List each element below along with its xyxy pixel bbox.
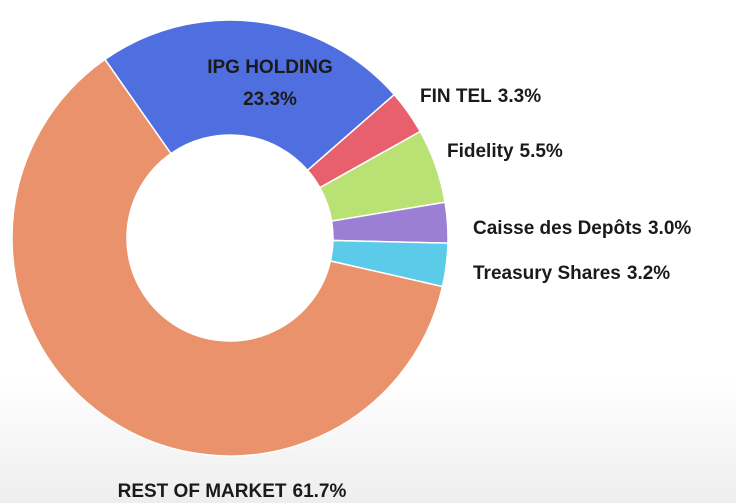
label-name: Treasury Shares [473, 263, 621, 284]
donut-slice [11, 58, 444, 457]
data-label: REST OF MARKET 61.7% [118, 481, 347, 502]
label-name: Fidelity [447, 141, 514, 162]
data-label: IPG HOLDING 23.3% [207, 57, 333, 110]
data-label: Caisse des Depôts 3.0% [473, 218, 691, 239]
data-label: Fidelity 5.5% [447, 141, 563, 162]
label-value: 5.5% [520, 141, 563, 162]
label-name: Caisse des Depôts [473, 218, 642, 239]
label-value: 61.7% [293, 481, 347, 502]
label-name: IPG HOLDING [207, 57, 333, 78]
data-label: Treasury Shares 3.2% [473, 263, 670, 284]
label-value: 23.3% [243, 89, 297, 110]
label-value: 3.2% [627, 263, 670, 284]
label-value: 3.3% [498, 86, 541, 107]
label-name: FIN TEL [420, 86, 492, 107]
donut-slice [103, 19, 396, 172]
label-value: 3.0% [648, 218, 691, 239]
data-label: FIN TEL 3.3% [420, 86, 541, 107]
label-name: REST OF MARKET [118, 481, 287, 502]
